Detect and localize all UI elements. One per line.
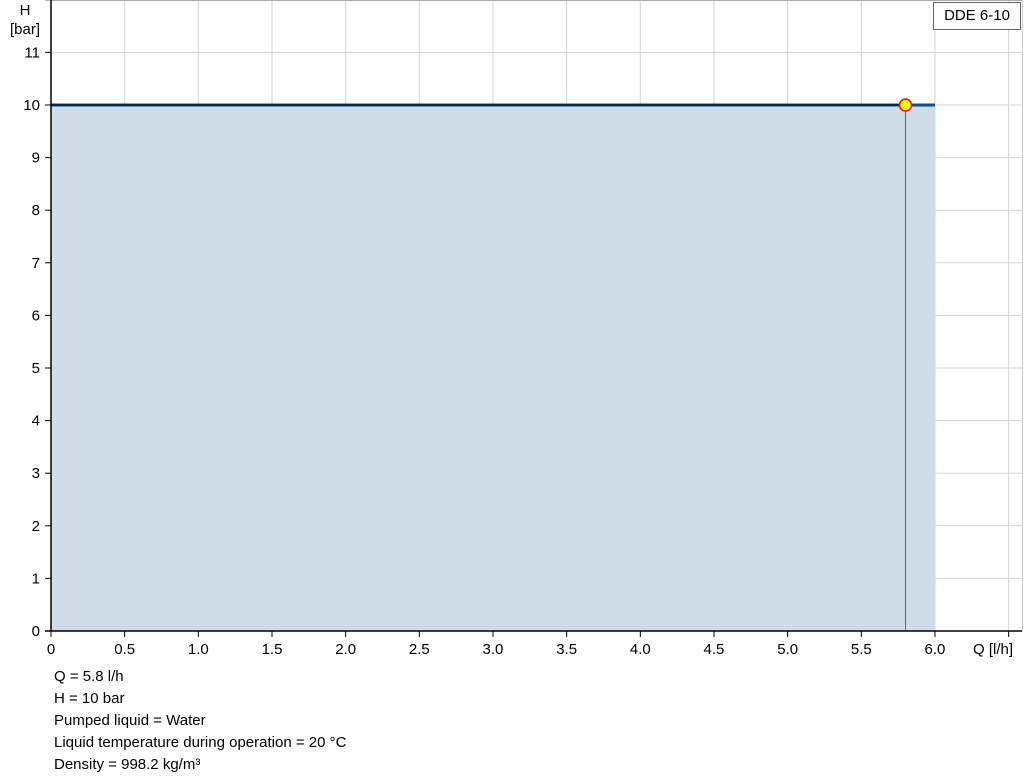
y-tick-label: 0 — [32, 623, 40, 640]
x-tick-label: 3.5 — [556, 641, 577, 658]
x-tick-label: 4.5 — [704, 641, 725, 658]
x-tick-label: 1.0 — [188, 641, 209, 658]
x-tick-label: 1.5 — [262, 641, 283, 658]
duty-point-marker — [898, 98, 913, 112]
x-tick-label: 3.0 — [483, 641, 504, 658]
y-tick-label: 5 — [32, 360, 40, 377]
duty-point-info: Q = 5.8 l/h H = 10 bar Pumped liquid = W… — [54, 666, 346, 776]
y-tick-label: 4 — [32, 413, 40, 430]
info-head: H = 10 bar — [54, 690, 125, 707]
y-tick-label: 7 — [32, 255, 40, 272]
y-tick-label: 6 — [32, 307, 40, 324]
x-tick-label: 6.0 — [925, 641, 946, 658]
x-axis-label: Q [l/h] — [973, 641, 1013, 658]
y-tick-label: 8 — [32, 202, 40, 219]
x-tick-label: 5.0 — [777, 641, 798, 658]
legend-label: DDE 6-10 — [933, 2, 1021, 30]
x-tick-label: 0.5 — [114, 641, 135, 658]
info-density: Density = 998.2 kg/m³ — [54, 756, 201, 773]
y-axis-label: H — [20, 2, 31, 19]
info-flow: Q = 5.8 l/h — [54, 668, 124, 685]
info-temperature: Liquid temperature during operation = 20… — [54, 734, 347, 751]
operating-area — [51, 105, 935, 631]
y-tick-label: 1 — [32, 570, 40, 587]
y-tick-label: 3 — [32, 465, 40, 482]
y-tick-label: 11 — [24, 44, 40, 61]
x-tick-label: 4.0 — [630, 641, 651, 658]
y-axis-unit: [bar] — [10, 21, 40, 38]
y-tick-label: 10 — [23, 97, 40, 114]
info-liquid: Pumped liquid = Water — [54, 712, 206, 729]
x-tick-label: 0 — [47, 641, 55, 658]
y-tick-label: 2 — [32, 518, 40, 535]
x-tick-label: 2.5 — [409, 641, 430, 658]
x-tick-label: 5.5 — [851, 641, 872, 658]
x-tick-label: 2.0 — [335, 641, 356, 658]
y-tick-label: 9 — [32, 150, 40, 167]
